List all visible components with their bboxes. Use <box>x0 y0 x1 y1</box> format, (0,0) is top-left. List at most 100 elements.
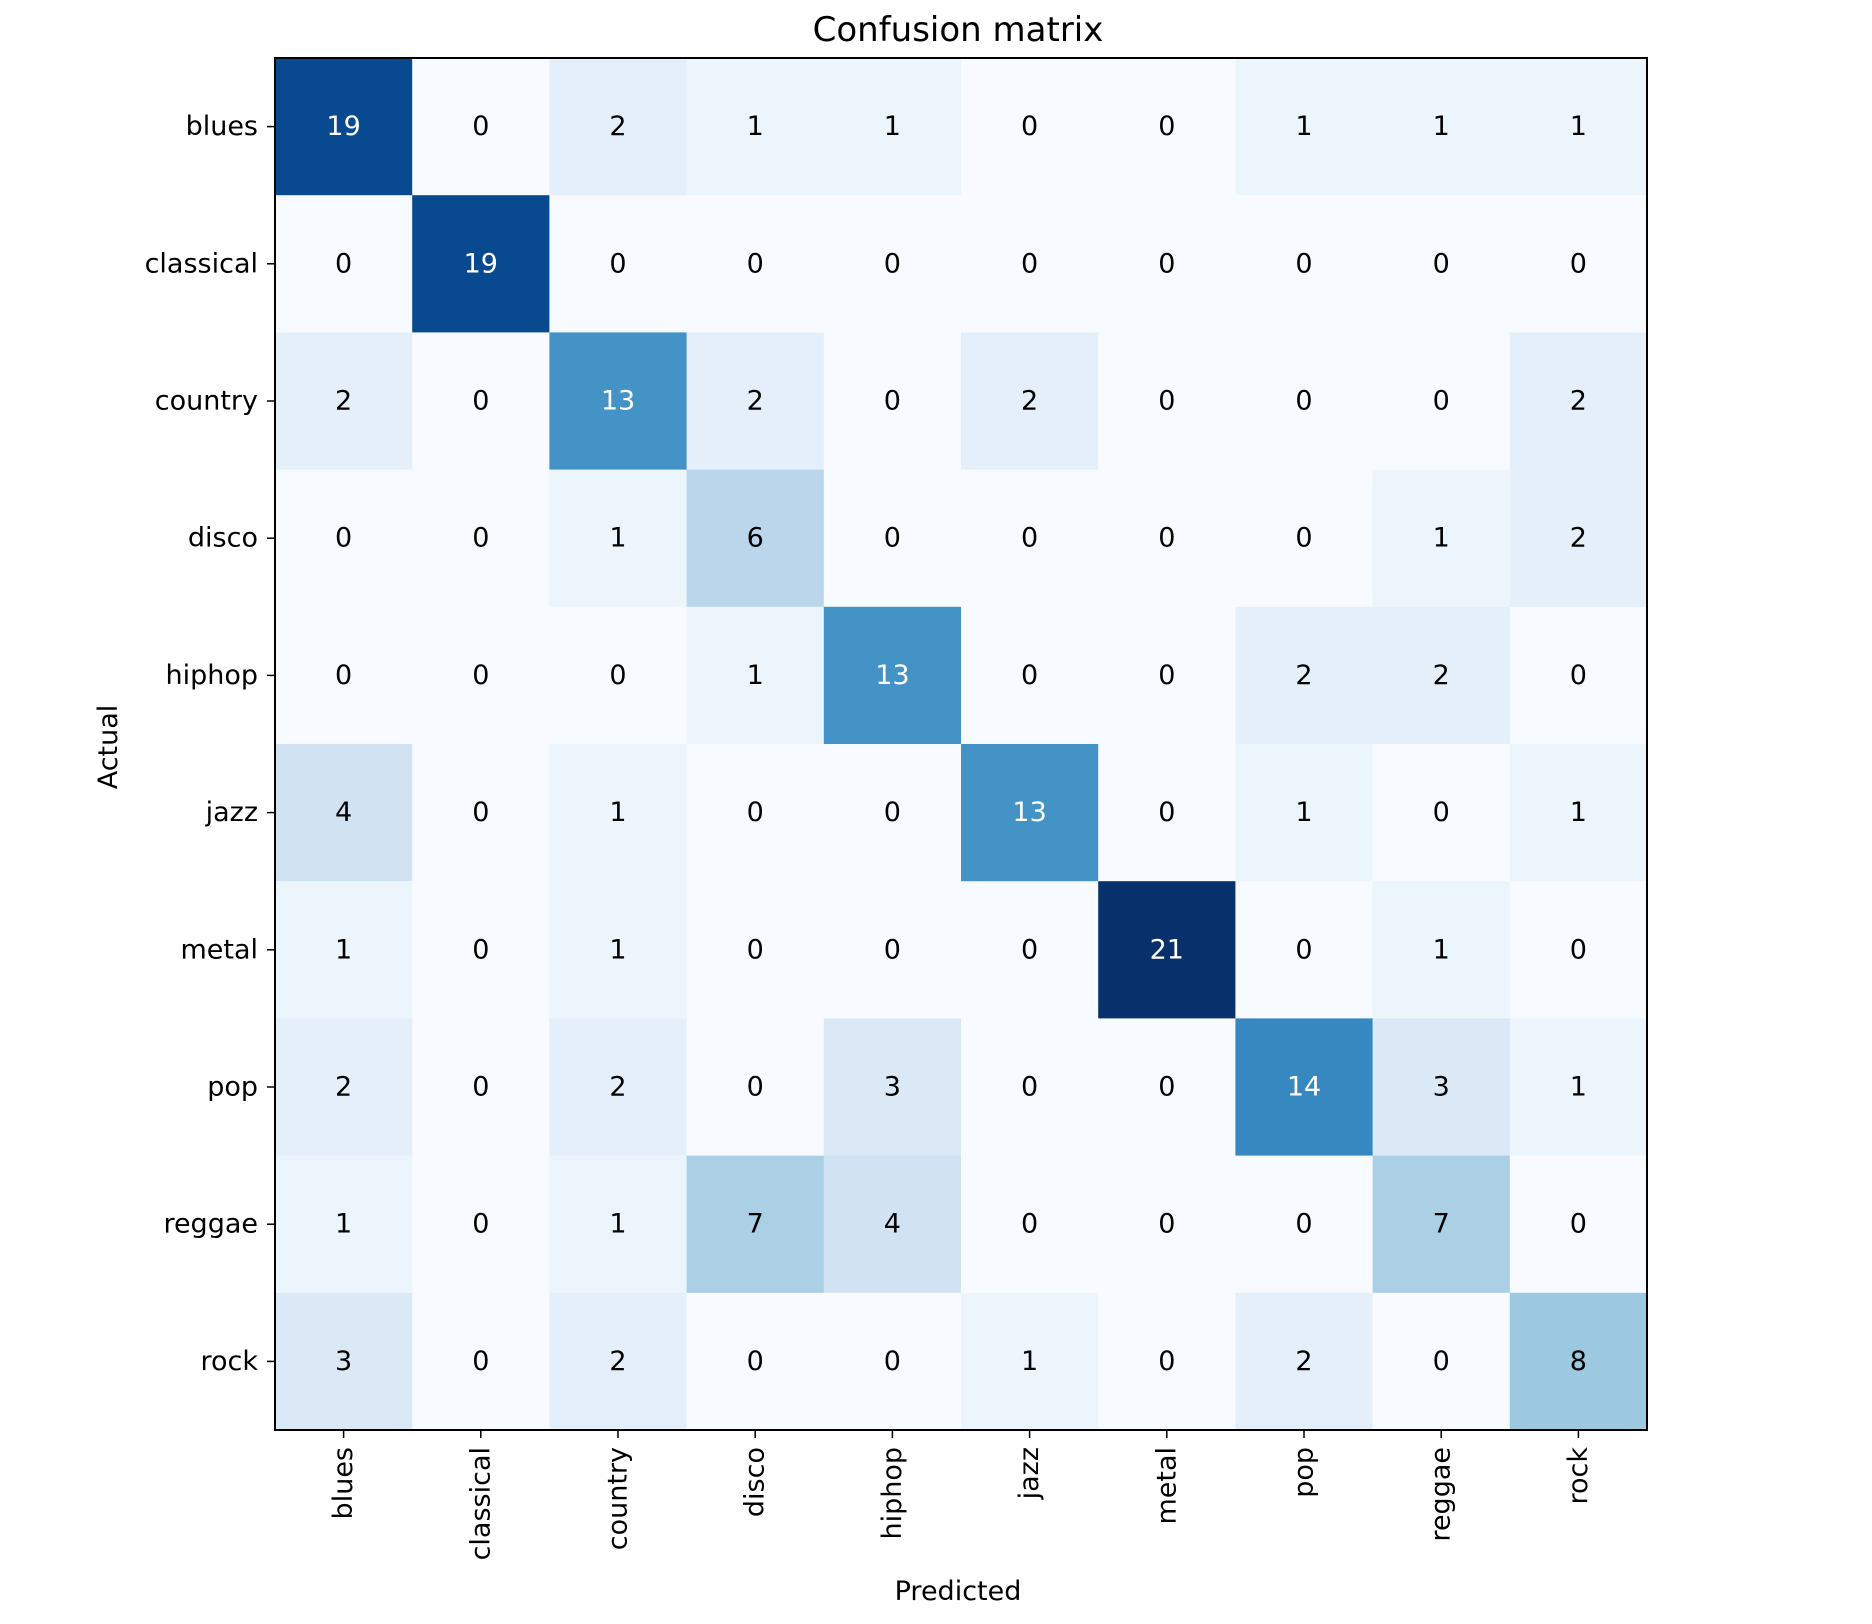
cell-value-label: 13 <box>875 660 909 691</box>
heatmap-cell <box>412 881 550 1019</box>
heatmap-cell <box>1509 606 1648 745</box>
heatmap-cell <box>1098 1292 1236 1431</box>
cell-value-label: 1 <box>747 660 764 691</box>
cell-value-label: 1 <box>1021 1346 1038 1377</box>
cell-value-label: 0 <box>747 248 764 279</box>
heatmap-cells <box>275 58 1648 1431</box>
y-tick-label: hiphop <box>165 660 258 691</box>
y-tick-label: blues <box>186 111 258 142</box>
cell-value-label: 0 <box>609 660 626 691</box>
heatmap-cell <box>549 744 688 882</box>
cell-value-label: 0 <box>472 523 489 554</box>
cell-value-label: 2 <box>609 111 626 142</box>
heatmap-cell <box>1235 1018 1374 1157</box>
cell-value-label: 0 <box>1570 248 1587 279</box>
heatmap-cell <box>549 469 688 608</box>
heatmap-cell <box>1372 195 1511 333</box>
cell-value-label: 0 <box>609 248 626 279</box>
y-tick-label: country <box>155 386 258 417</box>
heatmap-cell <box>412 58 550 196</box>
cell-value-label: 2 <box>747 386 764 417</box>
heatmap-cell <box>412 1018 550 1157</box>
cell-value-label: 0 <box>1158 660 1175 691</box>
heatmap-cell <box>1372 58 1511 196</box>
y-tick-label: pop <box>207 1072 258 1103</box>
cell-value-label: 2 <box>1295 1346 1312 1377</box>
heatmap-cell <box>1235 469 1374 608</box>
cell-value-label: 0 <box>335 660 352 691</box>
heatmap-cell <box>275 58 413 196</box>
y-tick-label: jazz <box>205 797 258 828</box>
heatmap-cell <box>1509 744 1648 882</box>
x-tick-label: pop <box>1289 1447 1320 1498</box>
heatmap-cell <box>961 332 1099 471</box>
heatmap-cell <box>275 606 413 745</box>
x-axis-ticks: blues classical country disco hiphop jazz meta… <box>328 1430 1594 1560</box>
cell-value-label: 3 <box>1433 1072 1450 1103</box>
heatmap-cell <box>686 1292 825 1431</box>
cell-value-label: 0 <box>884 797 901 828</box>
heatmap-cell <box>549 1018 688 1157</box>
heatmap-cell <box>1509 881 1648 1019</box>
heatmap-cell <box>549 606 688 745</box>
cell-value-label: 2 <box>1433 660 1450 691</box>
cell-value-label: 0 <box>1433 797 1450 828</box>
heatmap-cell <box>686 332 825 471</box>
heatmap-cell <box>412 1155 550 1294</box>
heatmap-cell <box>1098 469 1236 608</box>
cell-value-label: 0 <box>472 1209 489 1240</box>
x-tick-label: jazz <box>1014 1447 1045 1500</box>
cell-value-label: 0 <box>1158 248 1175 279</box>
heatmap-cell <box>1235 332 1374 471</box>
heatmap-cell <box>275 195 413 333</box>
heatmap-cell <box>1235 881 1374 1019</box>
cell-value-label: 1 <box>335 934 352 965</box>
cell-value-label: 0 <box>472 797 489 828</box>
cell-value-label: 3 <box>884 1072 901 1103</box>
cell-value-label: 0 <box>1570 1209 1587 1240</box>
cell-value-label: 2 <box>1021 386 1038 417</box>
heatmap-cell <box>275 1018 413 1157</box>
heatmap-cell <box>1235 58 1374 196</box>
heatmap-cell <box>1372 881 1511 1019</box>
heatmap-cell <box>823 58 962 196</box>
heatmap-cell <box>549 1155 688 1294</box>
heatmap-cell <box>412 606 550 745</box>
cell-value-label: 0 <box>472 660 489 691</box>
cell-value-label: 0 <box>1295 1209 1312 1240</box>
heatmap-cell <box>1372 744 1511 882</box>
heatmap-cell <box>823 606 962 745</box>
x-tick-label: rock <box>1563 1447 1594 1505</box>
cell-value-label: 2 <box>609 1346 626 1377</box>
cell-value-label: 0 <box>1021 934 1038 965</box>
x-axis-label: Predicted <box>895 1576 1022 1607</box>
heatmap-cell <box>1509 1018 1648 1157</box>
cell-value-label: 2 <box>1295 660 1312 691</box>
heatmap-cell <box>549 1292 688 1431</box>
cell-value-label: 0 <box>1021 1209 1038 1240</box>
heatmap-cell <box>823 1155 962 1294</box>
cell-value-label: 1 <box>1433 111 1450 142</box>
cell-value-label: 0 <box>747 934 764 965</box>
heatmap-cell <box>1098 744 1236 882</box>
cell-value-label: 0 <box>1021 1072 1038 1103</box>
cell-value-label: 14 <box>1287 1072 1321 1103</box>
heatmap-cell <box>961 195 1099 333</box>
heatmap-cell <box>412 469 550 608</box>
cell-value-label: 4 <box>335 797 352 828</box>
heatmap-cell <box>1372 332 1511 471</box>
heatmap-cell <box>1509 58 1648 196</box>
y-tick-label: classical <box>145 248 258 279</box>
heatmap-cell <box>549 881 688 1019</box>
heatmap-cell <box>1098 881 1236 1019</box>
heatmap-cell <box>1372 1155 1511 1294</box>
cell-value-label: 0 <box>1433 1346 1450 1377</box>
cell-value-label: 7 <box>1433 1209 1450 1240</box>
cell-value-label: 0 <box>1158 1072 1175 1103</box>
cell-value-label: 3 <box>335 1346 352 1377</box>
cell-value-label: 2 <box>1570 523 1587 554</box>
cell-value-label: 1 <box>609 797 626 828</box>
cell-value-label: 0 <box>1021 523 1038 554</box>
cell-value-label: 0 <box>884 386 901 417</box>
